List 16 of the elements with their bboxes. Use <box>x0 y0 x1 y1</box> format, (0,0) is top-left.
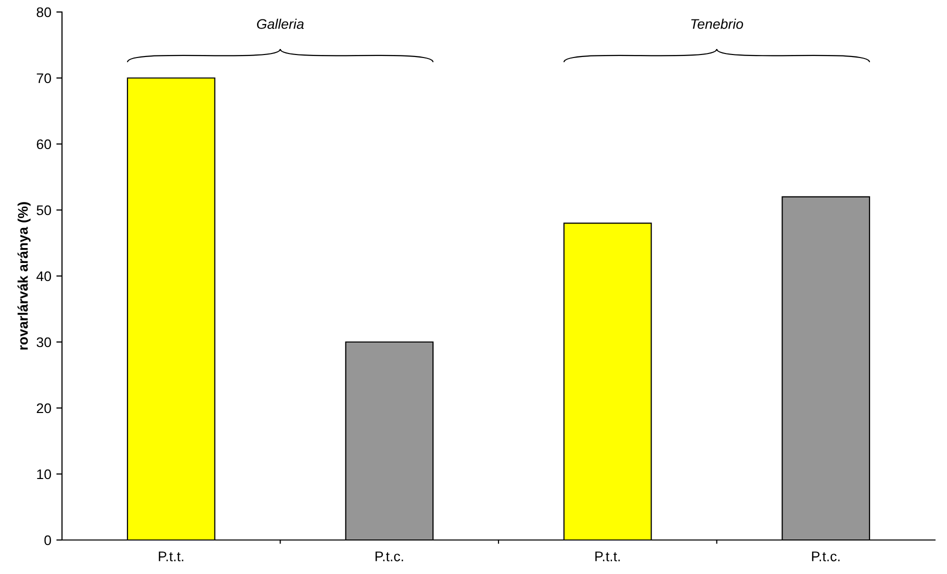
x-tick-label: P.t.t. <box>595 552 620 562</box>
y-tick-label: 60 <box>36 139 52 150</box>
y-tick-label: 30 <box>36 337 52 348</box>
x-tick-label: P.t.c. <box>812 552 840 562</box>
y-tick-label: 0 <box>44 535 52 546</box>
y-tick-label: 40 <box>36 271 52 282</box>
annotation: Galleria <box>257 18 304 29</box>
annotation: Tenebrio <box>691 18 744 29</box>
x-tick-label: P.t.t. <box>158 552 184 562</box>
y-tick-label: 70 <box>36 73 52 84</box>
y-axis-title: rovarlárvák aránya (%) <box>18 202 31 350</box>
y-tick-label: 20 <box>36 403 52 414</box>
y-tick-label: 80 <box>36 7 52 18</box>
y-tick-label: 10 <box>37 469 52 480</box>
x-tick-label: P.t.c. <box>376 552 404 562</box>
y-tick-label: 50 <box>36 205 52 216</box>
